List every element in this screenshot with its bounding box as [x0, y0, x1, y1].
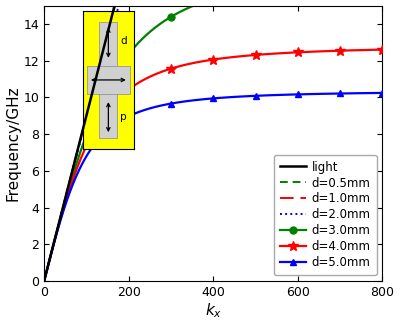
X-axis label: $k_x$: $k_x$ [205, 302, 222, 320]
Y-axis label: Frequency/GHz: Frequency/GHz [6, 85, 20, 201]
Legend: light, d=0.5mm, d=1.0mm, d=2.0mm, d=3.0mm, d=4.0mm, d=5.0mm: light, d=0.5mm, d=1.0mm, d=2.0mm, d=3.0m… [274, 155, 376, 275]
